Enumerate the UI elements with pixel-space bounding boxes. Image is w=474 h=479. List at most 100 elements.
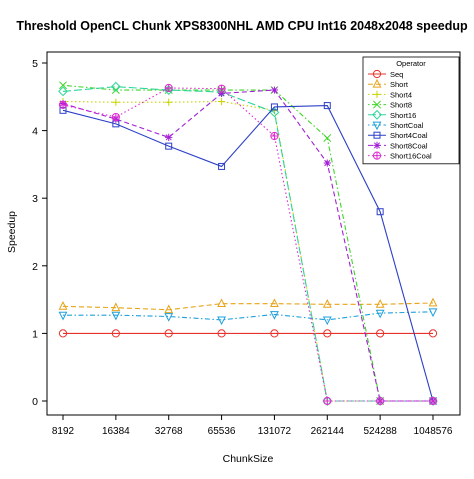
marker-cross xyxy=(217,85,226,93)
legend-marker xyxy=(372,69,382,79)
legend-item-short4coal: Short4Coal xyxy=(368,131,428,140)
data-point-shortcoal xyxy=(428,308,438,318)
data-point-short8 xyxy=(323,134,332,142)
x-tick-label: 65536 xyxy=(208,426,236,437)
y-tick-label: 0 xyxy=(32,396,38,408)
y-axis-label: Speedup xyxy=(6,211,18,253)
data-point-short16coal xyxy=(428,396,438,406)
data-point-short16 xyxy=(375,396,386,406)
data-point-short16 xyxy=(269,107,280,118)
data-point-short xyxy=(375,299,385,308)
data-point-short4 xyxy=(112,98,120,106)
y-tick-label: 4 xyxy=(32,126,38,138)
marker-cross xyxy=(429,397,437,405)
legend-marker xyxy=(372,109,382,120)
data-point-shortcoal xyxy=(322,316,332,326)
legend-label: Short16 xyxy=(390,111,416,120)
legend-item-short16coal: Short16Coal xyxy=(368,151,432,161)
data-point-seq xyxy=(58,329,68,338)
legend-marker xyxy=(373,131,381,139)
legend-label: Short xyxy=(390,80,409,89)
legend-item-seq: Seq xyxy=(368,69,403,79)
series-short16coal xyxy=(58,83,438,406)
data-point-seq xyxy=(428,329,438,338)
data-point-seq xyxy=(270,329,279,338)
data-point-seq xyxy=(217,329,226,338)
data-point-short xyxy=(428,297,438,307)
legend-label: ShortCoal xyxy=(390,121,424,130)
data-point-short16coal xyxy=(111,112,120,122)
plot-frame xyxy=(46,51,461,416)
data-point-short4coal xyxy=(376,208,384,216)
data-point-short16coal xyxy=(323,396,332,406)
data-point-short16 xyxy=(110,81,121,92)
data-point-short16coal xyxy=(217,84,226,93)
legend-item-shortcoal: ShortCoal xyxy=(368,121,424,131)
marker-cross xyxy=(376,397,384,405)
data-point-short xyxy=(111,302,121,312)
series-shortcoal xyxy=(58,308,438,326)
data-point-short4coal xyxy=(270,103,278,111)
data-point-short4coal xyxy=(165,142,173,150)
data-point-shortcoal xyxy=(375,309,385,319)
marker-cross xyxy=(270,132,279,140)
legend-label: Short4 xyxy=(390,90,412,99)
legend-item-short8coal: Short8Coal xyxy=(368,141,428,150)
series-line-short xyxy=(62,302,434,311)
data-point-short16 xyxy=(322,396,333,406)
data-point-short16 xyxy=(58,86,68,97)
series-line-short4 xyxy=(62,100,433,402)
data-point-short xyxy=(164,304,174,314)
data-point-short8 xyxy=(59,81,67,90)
legend-label: Short8Coal xyxy=(390,141,428,150)
series-line-short4coal xyxy=(62,105,434,402)
data-point-short xyxy=(322,299,332,308)
data-point-short4coal xyxy=(323,102,331,110)
legend-marker xyxy=(373,90,381,98)
marker-cross xyxy=(112,113,120,121)
x-tick-label: 8192 xyxy=(52,426,75,437)
series-short xyxy=(58,297,438,314)
data-point-short4 xyxy=(217,97,226,106)
data-point-shortcoal xyxy=(270,311,279,320)
data-point-short xyxy=(270,298,279,308)
x-tick-label: 16384 xyxy=(102,426,130,437)
legend-label: Short16Coal xyxy=(390,152,432,161)
legend-item-short4: Short4 xyxy=(368,90,412,99)
data-point-short8coal xyxy=(270,86,279,94)
series-layer xyxy=(58,81,438,406)
legend-title: Operator xyxy=(396,59,426,68)
data-point-short16coal xyxy=(164,83,173,93)
legend-marker xyxy=(373,100,381,109)
data-point-short8coal xyxy=(323,159,331,167)
data-point-short16coal xyxy=(270,131,279,141)
x-axis-label: ChunkSize xyxy=(223,453,274,465)
marker-cross xyxy=(323,397,331,405)
data-point-short16 xyxy=(163,85,174,95)
legend-item-short: Short xyxy=(368,78,409,89)
legend-label: Short8 xyxy=(390,101,412,110)
x-tick-label: 262144 xyxy=(311,426,345,437)
legend-marker xyxy=(372,121,382,131)
legend-item-short8: Short8 xyxy=(368,101,412,110)
chart-title: Threshold OpenCL Chunk XPS8300NHL AMD CP… xyxy=(16,19,468,33)
y-tick-label: 1 xyxy=(32,328,38,340)
x-tick-label: 1048576 xyxy=(414,426,453,437)
y-tick-label: 5 xyxy=(32,58,38,70)
series-line-shortcoal xyxy=(63,311,434,321)
legend-item-short16: Short16 xyxy=(368,109,416,120)
data-point-shortcoal xyxy=(164,313,174,322)
data-point-shortcoal xyxy=(217,316,226,326)
legend-label: Short4Coal xyxy=(390,131,428,140)
data-point-short16coal xyxy=(58,100,68,110)
data-point-short4coal xyxy=(218,162,226,170)
legend-marker xyxy=(372,151,382,160)
series-line-short8coal xyxy=(62,89,433,402)
series-seq xyxy=(58,329,438,338)
data-point-short xyxy=(217,298,226,308)
y-tick-label: 3 xyxy=(32,193,38,205)
legend: OperatorSeqShortShort4Short8Short16Short… xyxy=(362,56,460,165)
legend-box xyxy=(362,56,460,165)
data-point-short16coal xyxy=(376,396,385,406)
